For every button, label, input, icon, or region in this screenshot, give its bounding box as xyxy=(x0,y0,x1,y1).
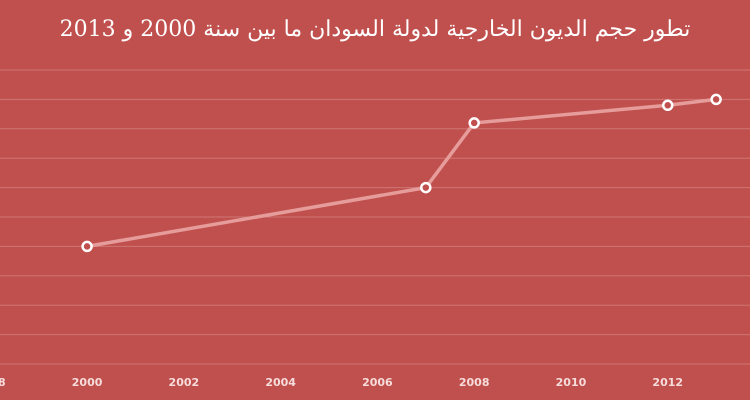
x-tick-label: 2000 xyxy=(72,376,103,389)
x-tick-label: 2008 xyxy=(459,376,490,389)
x-tick-label: 1998 xyxy=(0,376,6,389)
point-marker xyxy=(661,99,674,112)
chart-title: تطور حجم الديون الخارجية لدولة السودان م… xyxy=(60,17,691,42)
point-marker xyxy=(468,117,480,129)
point-marker xyxy=(710,93,722,106)
point-marker xyxy=(420,181,432,194)
x-tick-label: 2006 xyxy=(362,376,393,389)
point-marker xyxy=(81,240,93,253)
x-tick-label: 2010 xyxy=(556,376,587,389)
x-tick-label: 2002 xyxy=(169,376,200,389)
x-tick-label: 2012 xyxy=(652,376,683,389)
x-tick-label: 2004 xyxy=(265,376,296,389)
